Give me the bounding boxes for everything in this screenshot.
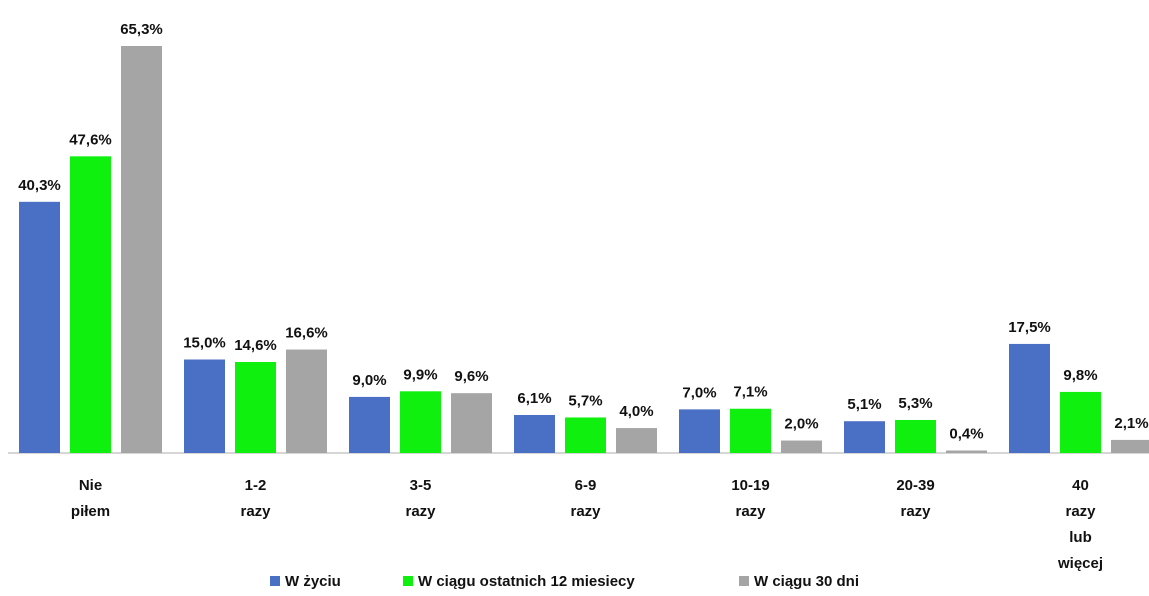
bar [349, 396, 390, 453]
x-tick-label: 3-5 razy [405, 477, 436, 520]
x-tick-label: 20-39 razy [896, 477, 934, 520]
bar [679, 409, 720, 453]
data-label: 2,0% [784, 416, 818, 433]
bar [400, 391, 441, 453]
data-label: 6,1% [517, 390, 551, 407]
x-tick-label: 40 razy lub więcej [1057, 477, 1103, 572]
bar [895, 419, 936, 453]
legend-label: W ciągu ostatnich 12 miesiecy [418, 573, 635, 590]
bar [121, 46, 162, 453]
bar [565, 417, 606, 453]
bar [70, 156, 111, 453]
x-tick-label: 6-9 razy [570, 477, 601, 520]
data-label: 9,8% [1063, 367, 1097, 384]
data-label: 9,0% [352, 372, 386, 389]
bar [946, 450, 987, 453]
data-label: 5,7% [568, 392, 602, 409]
data-label: 65,3% [120, 21, 163, 38]
bar [781, 440, 822, 453]
data-label: 47,6% [69, 131, 112, 148]
data-label: 40,3% [18, 177, 61, 194]
data-label: 5,3% [898, 395, 932, 412]
bar [286, 349, 327, 453]
data-label: 7,1% [733, 384, 767, 401]
data-label: 16,6% [285, 325, 328, 342]
x-tick-label: 1-2 razy [240, 477, 271, 520]
legend-label: W ciągu 30 dni [754, 573, 859, 590]
bar [1060, 391, 1101, 453]
bar [1111, 439, 1149, 453]
data-label: 17,5% [1008, 319, 1051, 336]
bar [730, 408, 771, 453]
data-label: 4,0% [619, 403, 653, 420]
data-label: 0,4% [949, 425, 983, 442]
legend-swatch [739, 576, 749, 586]
legend-swatch [270, 576, 280, 586]
data-label: 14,6% [234, 337, 277, 354]
data-label: 5,1% [847, 396, 881, 413]
data-label: 2,1% [1114, 415, 1148, 432]
bar [184, 359, 225, 453]
bar [451, 393, 492, 453]
bar [1009, 343, 1050, 453]
data-label: 7,0% [682, 384, 716, 401]
bar [514, 414, 555, 453]
legend-swatch [403, 576, 413, 586]
bar [235, 362, 276, 453]
bar [616, 428, 657, 453]
bar [844, 421, 885, 453]
data-label: 15,0% [183, 334, 226, 351]
data-label: 9,6% [454, 368, 488, 385]
bar [19, 201, 60, 453]
x-tick-label: 10-19 razy [731, 477, 769, 520]
data-label: 9,9% [403, 366, 437, 383]
x-tick-label: Nie piłem [71, 477, 110, 520]
legend-label: W życiu [285, 573, 341, 590]
